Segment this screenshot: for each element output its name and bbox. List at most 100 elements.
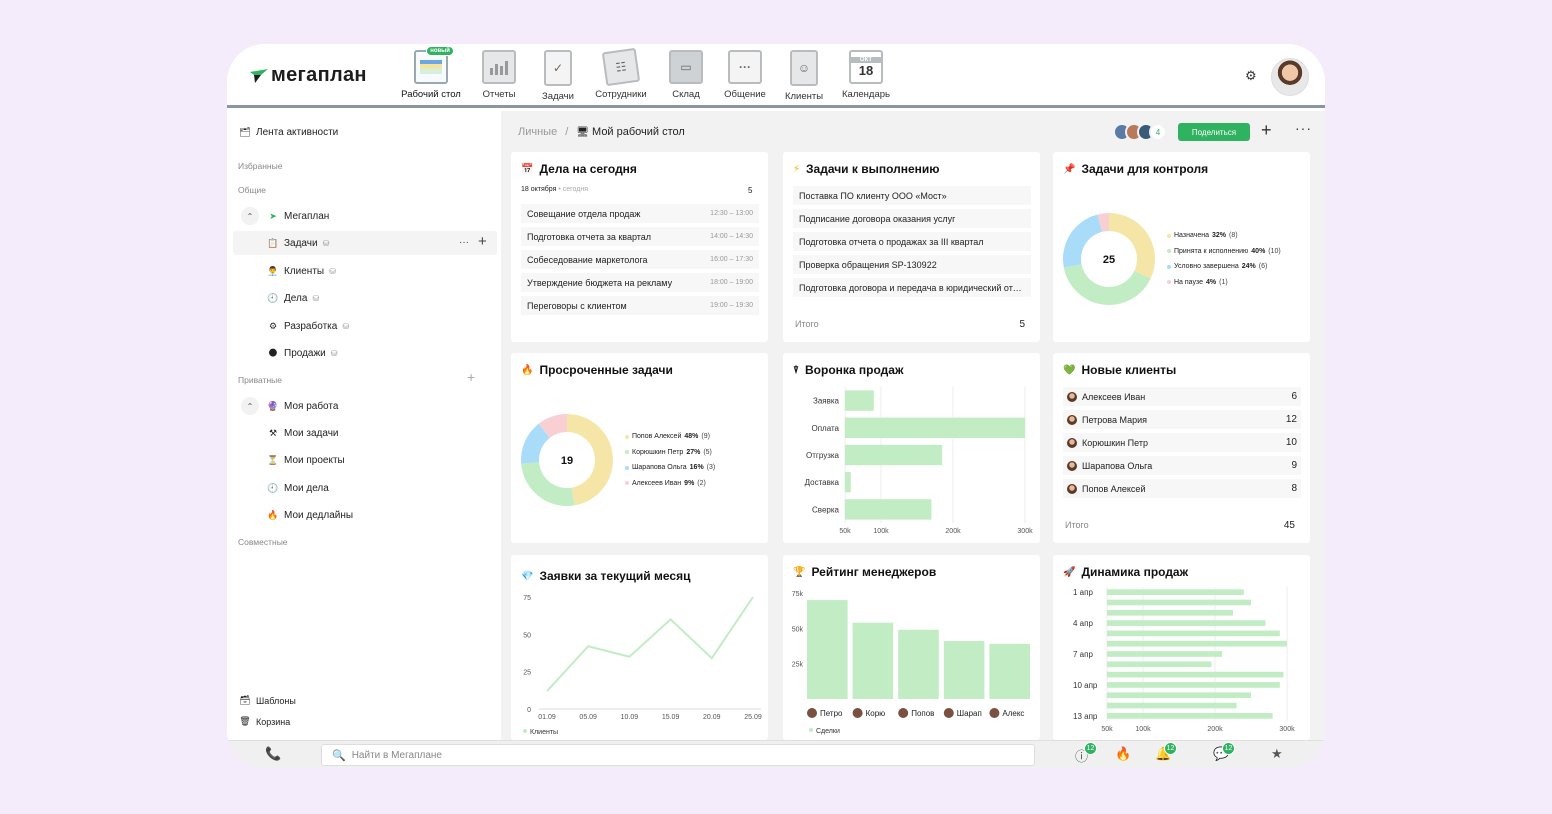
list-item[interactable]: Подготовка отчета за квартал 14:00 – 14:3… [521,227,759,246]
sidebar-item-sales[interactable]: 🌑 Продажи ⛁ [267,348,337,359]
sidebar-item-clients[interactable]: 👨‍💼 Клиенты ⛁ [267,266,335,277]
phone-icon[interactable]: 📞 [265,746,282,761]
star-icon[interactable]: ★ [1271,746,1283,761]
flame-icon[interactable]: 🔥 [1115,746,1132,761]
chevron-up-icon[interactable]: ⌃ [241,397,259,415]
x-tick-label: Петро [820,709,843,718]
nav-reports[interactable]: Отчеты [464,50,534,100]
total-row: Итого 45 [1065,520,1295,531]
bar [1107,671,1284,678]
sidebar-active-highlight [233,231,497,255]
list-item[interactable]: Подписание договора оказания услуг [793,209,1031,228]
breadcrumb-parent[interactable]: Личные [518,126,558,138]
sidebar-group-megaplan[interactable]: ➤ Мегаплан [267,211,329,222]
share-button[interactable]: Поделиться [1178,123,1250,141]
list-item[interactable]: Переговоры с клиентом 19:00 – 19:30 [521,296,759,315]
legend-label: Сделки [816,728,840,735]
breadcrumb-current: 🖥 Мой рабочий стол [576,126,685,138]
item-name: Поставка ПО клиенту ООО «Мост» [799,190,947,201]
alert-icon[interactable]: ⓘ 12 [1075,742,1097,765]
trash-label: Корзина [256,716,291,727]
legend-dot [1167,280,1171,285]
nav-warehouse-label: Склад [672,89,700,100]
donut-chart-control: 25 [1063,213,1155,305]
sidebar-item-my-tasks[interactable]: ⚒ Мои задачи [267,428,339,439]
bell-icon[interactable]: 🔔 12 [1155,742,1177,762]
list-item[interactable]: Попов Алексей 8 [1063,479,1301,498]
sidebar-item-my-deadlines[interactable]: 🔥 Мои дедлайны [267,510,353,521]
rocket-icon: 🚀 [1063,566,1076,578]
nav-calendar[interactable]: ОКТ 18 Календарь [831,50,901,100]
legend-item: Назначена 32% (8) [1167,228,1281,244]
nav-clients[interactable]: ☺ Клиенты [769,50,839,102]
clock-icon: 🕘 [267,293,279,303]
more-icon[interactable]: ··· [1295,120,1312,136]
list-item[interactable]: Утверждение бюджета на рекламу 18:00 – 19… [521,273,759,292]
sidebar-item-tasks[interactable]: 📋 Задачи ⛁ [267,238,329,249]
avatar [1067,483,1077,494]
chevron-up-icon[interactable]: ⌃ [241,207,259,225]
card-title: 🏆 Рейтинг менеджеров [793,565,936,579]
user-avatar[interactable] [1271,58,1309,96]
card-title-label: Воронка продаж [805,363,904,377]
search-input[interactable]: 🔍 Найти в Мегаплане [321,744,1035,766]
logo[interactable]: мегаплан [249,64,367,87]
sidebar-activity-feed[interactable]: 🗂 Лента активности [239,127,338,138]
sidebar-templates[interactable]: 🗃 Шаблоны [239,695,296,706]
sidebar-item-my-deals[interactable]: 🕘 Мои дела [267,483,329,494]
nav-chat[interactable]: ··· Общение [710,50,780,100]
members-avatars[interactable]: 4 [1113,123,1167,141]
add-icon[interactable]: + [478,233,487,250]
nav-tasks[interactable]: ✓ Задачи [523,50,593,102]
nav-warehouse[interactable]: ▭ Склад [651,50,721,100]
total-label: Итого [1065,520,1089,530]
card-title: 💎 Заявки за текущий месяц [521,569,690,583]
sidebar-item-my-projects[interactable]: ⏳ Мои проекты [267,455,344,466]
list-item[interactable]: Корюшкин Петр 10 [1063,433,1301,452]
bar [1107,609,1233,616]
list-item[interactable]: Совещание отдела продаж 12:30 – 13:00 [521,204,759,223]
legend-label: Условно завершена [1174,263,1239,271]
message-icon[interactable]: 💬 12 [1213,742,1235,762]
item-time: 14:00 – 14:30 [710,233,753,240]
members-count: 4 [1149,123,1167,141]
add-private-icon[interactable]: + [467,369,476,385]
y-tick-label: Заявка [813,397,840,406]
nav-employees[interactable]: ☷ Сотрудники [586,47,656,100]
item-name: Совещание отдела продаж [527,208,641,219]
list-item[interactable]: Проверка обращения SP-130922 [793,255,1031,274]
nav-dashboard[interactable]: новый Рабочий стол [396,46,466,100]
client-value: 10 [1285,437,1297,448]
gear-icon[interactable]: ⚙ [1245,68,1257,83]
x-tick-label: 10.09 [621,714,639,721]
sidebar-item-development[interactable]: ⚙ Разработка ⛁ [267,321,349,332]
x-tick-label: 300k [1017,528,1033,535]
card-title-label: Дела на сегодня [539,162,637,176]
x-tick-label: Алекс [1002,709,1024,718]
sidebar-item-deals[interactable]: 🕘 Дела ⛁ [267,293,319,304]
clipboard-icon: 📋 [267,238,279,248]
card-title-label: Динамика продаж [1081,565,1189,579]
more-icon[interactable]: ··· [459,237,469,248]
bar [1107,589,1244,595]
legend-dot [625,434,629,439]
list-item[interactable]: Поставка ПО клиенту ООО «Мост» [793,186,1031,205]
list-item[interactable]: Подготовка договора и передача в юридиче… [793,278,1031,297]
pushpin-icon: 📌 [1063,163,1076,175]
bar [852,622,894,699]
chart-legend: Попов Алексей 48% (9) Корюшкин Петр 27% … [625,429,715,491]
sidebar-item-label: Мои дела [284,483,329,494]
add-widget-icon[interactable]: + [1261,120,1272,140]
list-item[interactable]: Шарапова Ольга 9 [1063,456,1301,475]
legend-count: (3) [706,464,716,472]
sidebar-group-my-work[interactable]: 🔮 Моя работа [267,401,338,412]
hourglass-icon: ⏳ [267,455,279,465]
list-item[interactable]: Собеседование маркетолога 16:00 – 17:30 [521,250,759,269]
list-item[interactable]: Алексеев Иван 6 [1063,387,1301,406]
donut-slice [1063,264,1151,305]
trophy-icon: 🏆 [793,566,806,578]
sidebar-trash[interactable]: 🗑 Корзина [239,716,290,727]
x-tick-label: 100k [873,528,889,535]
list-item[interactable]: Петрова Мария 12 [1063,410,1301,429]
list-item[interactable]: Подготовка отчета о продажах за III квар… [793,232,1031,251]
